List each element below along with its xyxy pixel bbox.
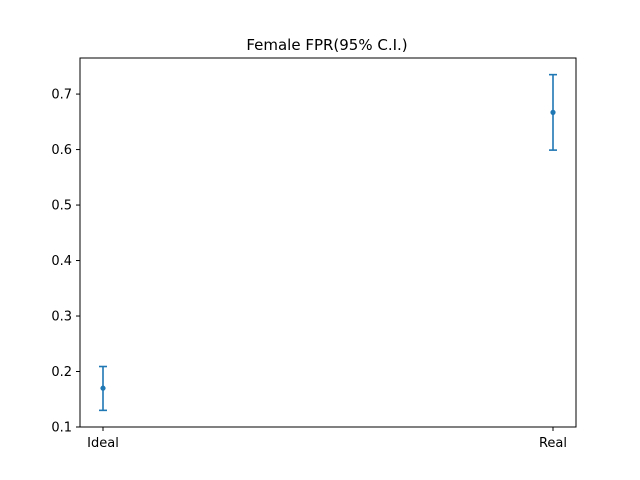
- plot-area: 0.1 0.2 0.3 0.4 0.5 0.6 0.7 Ideal Real: [51, 73, 567, 451]
- y-tick-label: 0.1: [51, 421, 72, 436]
- y-tick-label: 0.3: [51, 310, 72, 325]
- data-point: [100, 385, 106, 391]
- y-tick-label: 0.5: [51, 199, 72, 214]
- x-tick-label: Real: [539, 436, 567, 451]
- chart-title: Female FPR(95% C.I.): [246, 36, 407, 54]
- y-tick-label: 0.2: [51, 365, 72, 380]
- x-tick-label: Ideal: [87, 436, 119, 451]
- data-point: [550, 109, 556, 115]
- y-tick-label: 0.6: [51, 143, 72, 158]
- plot-frame: [79, 57, 577, 428]
- y-tick-label: 0.7: [51, 88, 72, 103]
- y-tick-label: 0.4: [51, 254, 72, 269]
